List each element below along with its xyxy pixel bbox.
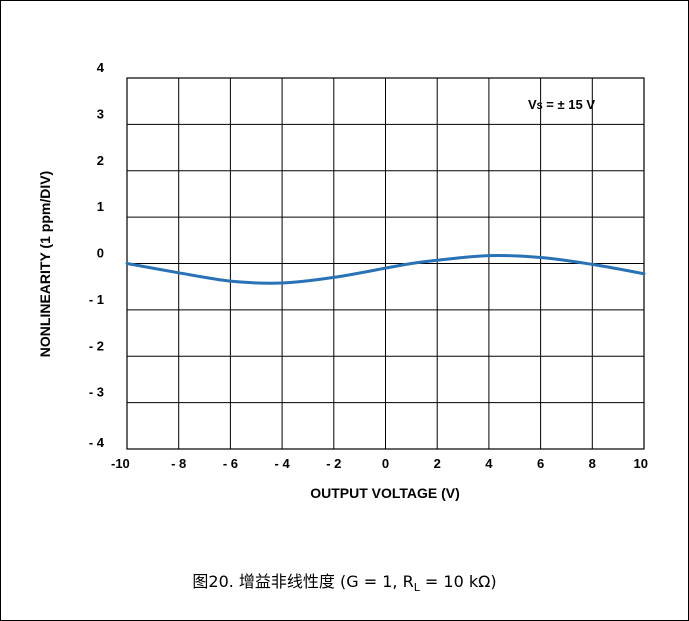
x-tick-label: - 8 (171, 456, 186, 471)
x-tick-label: -10 (111, 456, 130, 471)
x-axis-label: OUTPUT VOLTAGE (V) (310, 485, 460, 501)
y-tick-label: 1 (97, 199, 104, 214)
y-tick-label: - 4 (89, 435, 105, 450)
caption-tail: = 10 kΩ) (419, 572, 497, 591)
y-tick-label: - 3 (89, 385, 104, 400)
y-tick-label: - 2 (89, 338, 104, 353)
y-tick-label: 4 (97, 60, 105, 75)
x-tick-label: 0 (382, 456, 389, 471)
x-tick-label: 8 (589, 456, 596, 471)
annotation-suffix: = ± 15 V (543, 97, 596, 112)
series-layer (125, 254, 646, 285)
annotation-prefix: V (528, 97, 537, 112)
x-tick-label: 6 (537, 456, 544, 471)
caption-subscript: L (413, 581, 420, 595)
x-tick-label: - 4 (275, 456, 291, 471)
x-tick-label: - 2 (326, 456, 341, 471)
x-tick-label: - 6 (223, 456, 238, 471)
y-tick-label: - 1 (89, 292, 104, 307)
y-axis-label: NONLINEARITY (1 ppm/DIV) (37, 171, 53, 357)
series-line (125, 254, 646, 285)
y-tick-label: 3 (97, 106, 104, 121)
supply-voltage-annotation: VS = ± 15 V (528, 97, 595, 112)
grid (127, 78, 644, 449)
caption-main: 图20. 增益非线性度 (G = 1, R (192, 572, 414, 591)
y-tick-label: 0 (97, 246, 104, 261)
annotation-subscript: S (537, 101, 543, 111)
x-tick-label: 4 (485, 456, 493, 471)
x-tick-label: 2 (434, 456, 441, 471)
y-tick-label: 2 (97, 153, 104, 168)
figure-caption: 图20. 增益非线性度 (G = 1, RL = 10 kΩ) (0, 568, 689, 594)
x-tick-label: 10 (634, 456, 648, 471)
